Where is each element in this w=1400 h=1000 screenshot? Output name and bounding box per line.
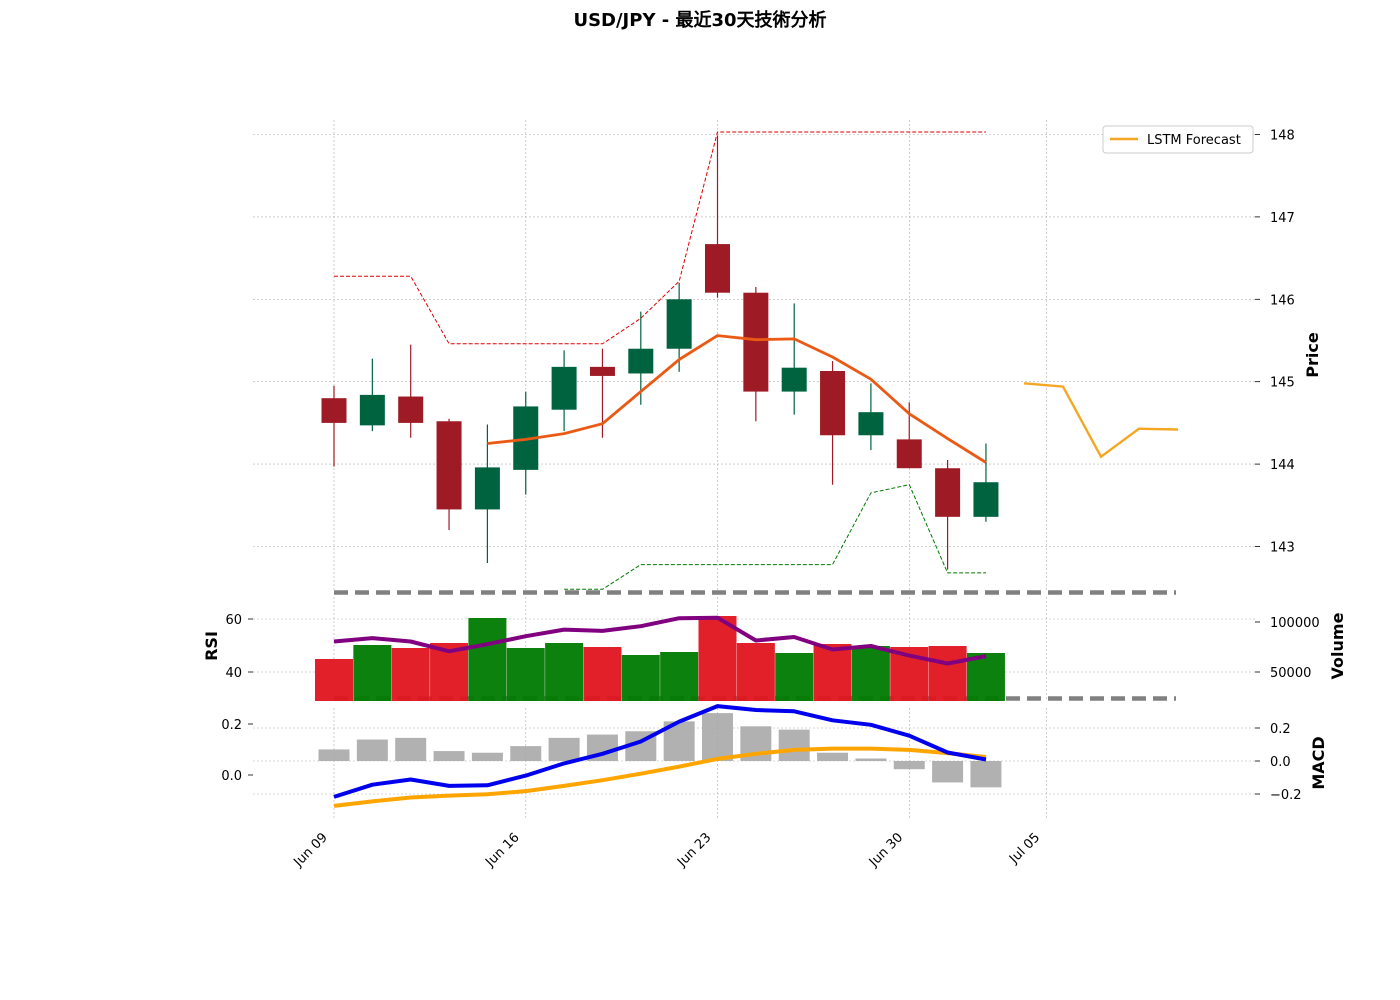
macd-signal-line (333, 746, 987, 808)
grid-lines (253, 120, 1255, 820)
candle-body (321, 398, 347, 423)
macd-left-tick-label: 0.2 (221, 718, 242, 733)
macd-histogram-bar (510, 746, 542, 761)
volume-bar (391, 648, 430, 701)
x-tick-label: Jun 16 (482, 830, 522, 870)
macd-histogram-bar (395, 737, 427, 761)
macd-histogram-bar (702, 713, 733, 761)
macd-histogram-bar (548, 737, 580, 761)
candle-body (973, 482, 999, 517)
legend: LSTM Forecast (1102, 125, 1254, 154)
candle-body (474, 467, 500, 510)
macd-histogram-bar (932, 760, 964, 783)
price-tick-label: 148 (1270, 129, 1295, 144)
volume-bar (315, 659, 353, 701)
candle-body (666, 299, 692, 349)
volume-bar (621, 655, 660, 701)
macd-right-tick-label: 0.0 (1270, 755, 1291, 770)
volume-bar (545, 643, 584, 701)
volume-bar (506, 648, 545, 701)
rsi-line (333, 615, 987, 666)
candle-body (551, 366, 577, 410)
macd-histogram-bar (817, 752, 849, 761)
price-tick-label: 144 (1270, 458, 1295, 473)
rsi-tick-label: 60 (225, 613, 242, 628)
macd-line (333, 704, 987, 799)
x-tick-label: Jul 05 (1006, 830, 1043, 867)
x-tick-label: Jun 09 (291, 830, 331, 870)
candle-body (743, 292, 769, 392)
rsi-tick-label: 40 (225, 666, 242, 681)
candle-body (436, 421, 462, 510)
candle-body (820, 370, 846, 436)
macd-histogram-bar (970, 760, 1002, 788)
volume-bar (660, 652, 699, 701)
rsi-axis-label: RSI (202, 631, 221, 661)
volume-tick-label: 50000 (1270, 666, 1311, 681)
x-tick-label: Jun 30 (866, 830, 906, 870)
macd-histogram-bar (356, 739, 388, 761)
lstm-forecast-line (1023, 382, 1179, 459)
volume-bar (698, 616, 737, 701)
volume-bar (583, 647, 622, 701)
volume-tick-label: 100000 (1270, 616, 1320, 631)
rsi-volume-panel: 40 60 50000 100000 (225, 590, 1320, 701)
price-tick-label: 143 (1270, 541, 1295, 556)
price-axis-label: Price (1303, 332, 1322, 378)
candle-body (589, 366, 615, 376)
legend-box (1102, 125, 1254, 154)
volume-bar (353, 645, 392, 701)
macd-panel: −0.2 0.0 0.2 0.0 0.2 (221, 704, 1302, 808)
volume-bar (468, 618, 507, 701)
macd-histogram-bar (433, 751, 465, 761)
macd-histogram-bar (471, 752, 503, 761)
volume-axis-label: Volume (1328, 612, 1347, 679)
volume-bar (851, 646, 890, 701)
price-panel: 143 144 145 146 147 148 (321, 129, 1295, 590)
volume-bar (928, 646, 967, 701)
bollinger-upper-line (334, 131, 986, 345)
candle-body (398, 396, 424, 423)
price-tick-label: 146 (1270, 293, 1295, 308)
chart-title: USD/JPY - 最近30天技術分析 (573, 9, 826, 31)
moving-average-line (487, 334, 987, 464)
macd-histogram-bar (855, 758, 887, 761)
candle-body (705, 244, 730, 293)
volume-bar (966, 653, 1005, 701)
volume-bar (736, 643, 775, 701)
candle-body (781, 367, 807, 392)
x-axis: Jun 09 Jun 16 Jun 23 Jun 30 Jul 05 (291, 830, 1044, 870)
bollinger-lower-line (564, 484, 986, 590)
price-tick-label: 145 (1270, 376, 1295, 391)
macd-left-tick-label: 0.0 (221, 769, 242, 784)
macd-right-tick-label: 0.2 (1270, 722, 1291, 737)
candle-body (858, 412, 884, 436)
candle-body (896, 439, 922, 469)
x-tick-label: Jun 23 (674, 830, 714, 870)
candle-body (935, 468, 961, 517)
candle-body (628, 348, 654, 374)
macd-histogram-bar (893, 760, 925, 770)
candle-body (359, 394, 385, 426)
price-tick-label: 147 (1270, 211, 1295, 226)
macd-histogram-bar (778, 729, 810, 761)
volume-bar (775, 653, 814, 701)
macd-histogram-bar (318, 749, 350, 761)
macd-right-tick-label: −0.2 (1270, 788, 1302, 803)
volume-bar (813, 644, 852, 701)
macd-axis-label: MACD (1309, 736, 1328, 789)
legend-forecast-label: LSTM Forecast (1147, 133, 1241, 148)
